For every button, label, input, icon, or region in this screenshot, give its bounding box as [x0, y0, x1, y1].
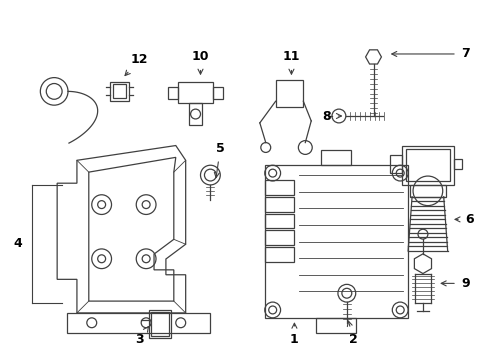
Bar: [264, 230, 294, 245]
Bar: [264, 180, 294, 195]
Text: 12: 12: [125, 53, 148, 76]
Bar: [109, 82, 129, 101]
Text: 11: 11: [282, 50, 300, 74]
Text: 10: 10: [191, 50, 209, 74]
Text: 3: 3: [135, 327, 148, 346]
Bar: [67, 313, 210, 333]
Text: 6: 6: [454, 213, 473, 226]
Text: 4: 4: [13, 238, 22, 251]
Bar: [316, 318, 355, 333]
Bar: [188, 103, 202, 125]
Text: 8: 8: [322, 109, 341, 122]
Text: 1: 1: [289, 323, 298, 346]
Bar: [264, 165, 407, 318]
Bar: [406, 149, 449, 181]
Text: 9: 9: [440, 277, 469, 290]
Bar: [264, 247, 294, 262]
Bar: [409, 185, 445, 197]
Text: 7: 7: [391, 48, 469, 60]
Bar: [264, 197, 294, 212]
Bar: [401, 145, 453, 185]
Text: 5: 5: [214, 142, 224, 177]
Bar: [275, 80, 303, 107]
Bar: [321, 150, 350, 165]
Bar: [151, 312, 168, 336]
Bar: [389, 156, 401, 173]
Bar: [112, 85, 126, 98]
Bar: [453, 159, 461, 169]
Bar: [264, 213, 294, 228]
Bar: [178, 82, 213, 103]
Text: 2: 2: [346, 321, 357, 346]
Bar: [149, 310, 170, 338]
